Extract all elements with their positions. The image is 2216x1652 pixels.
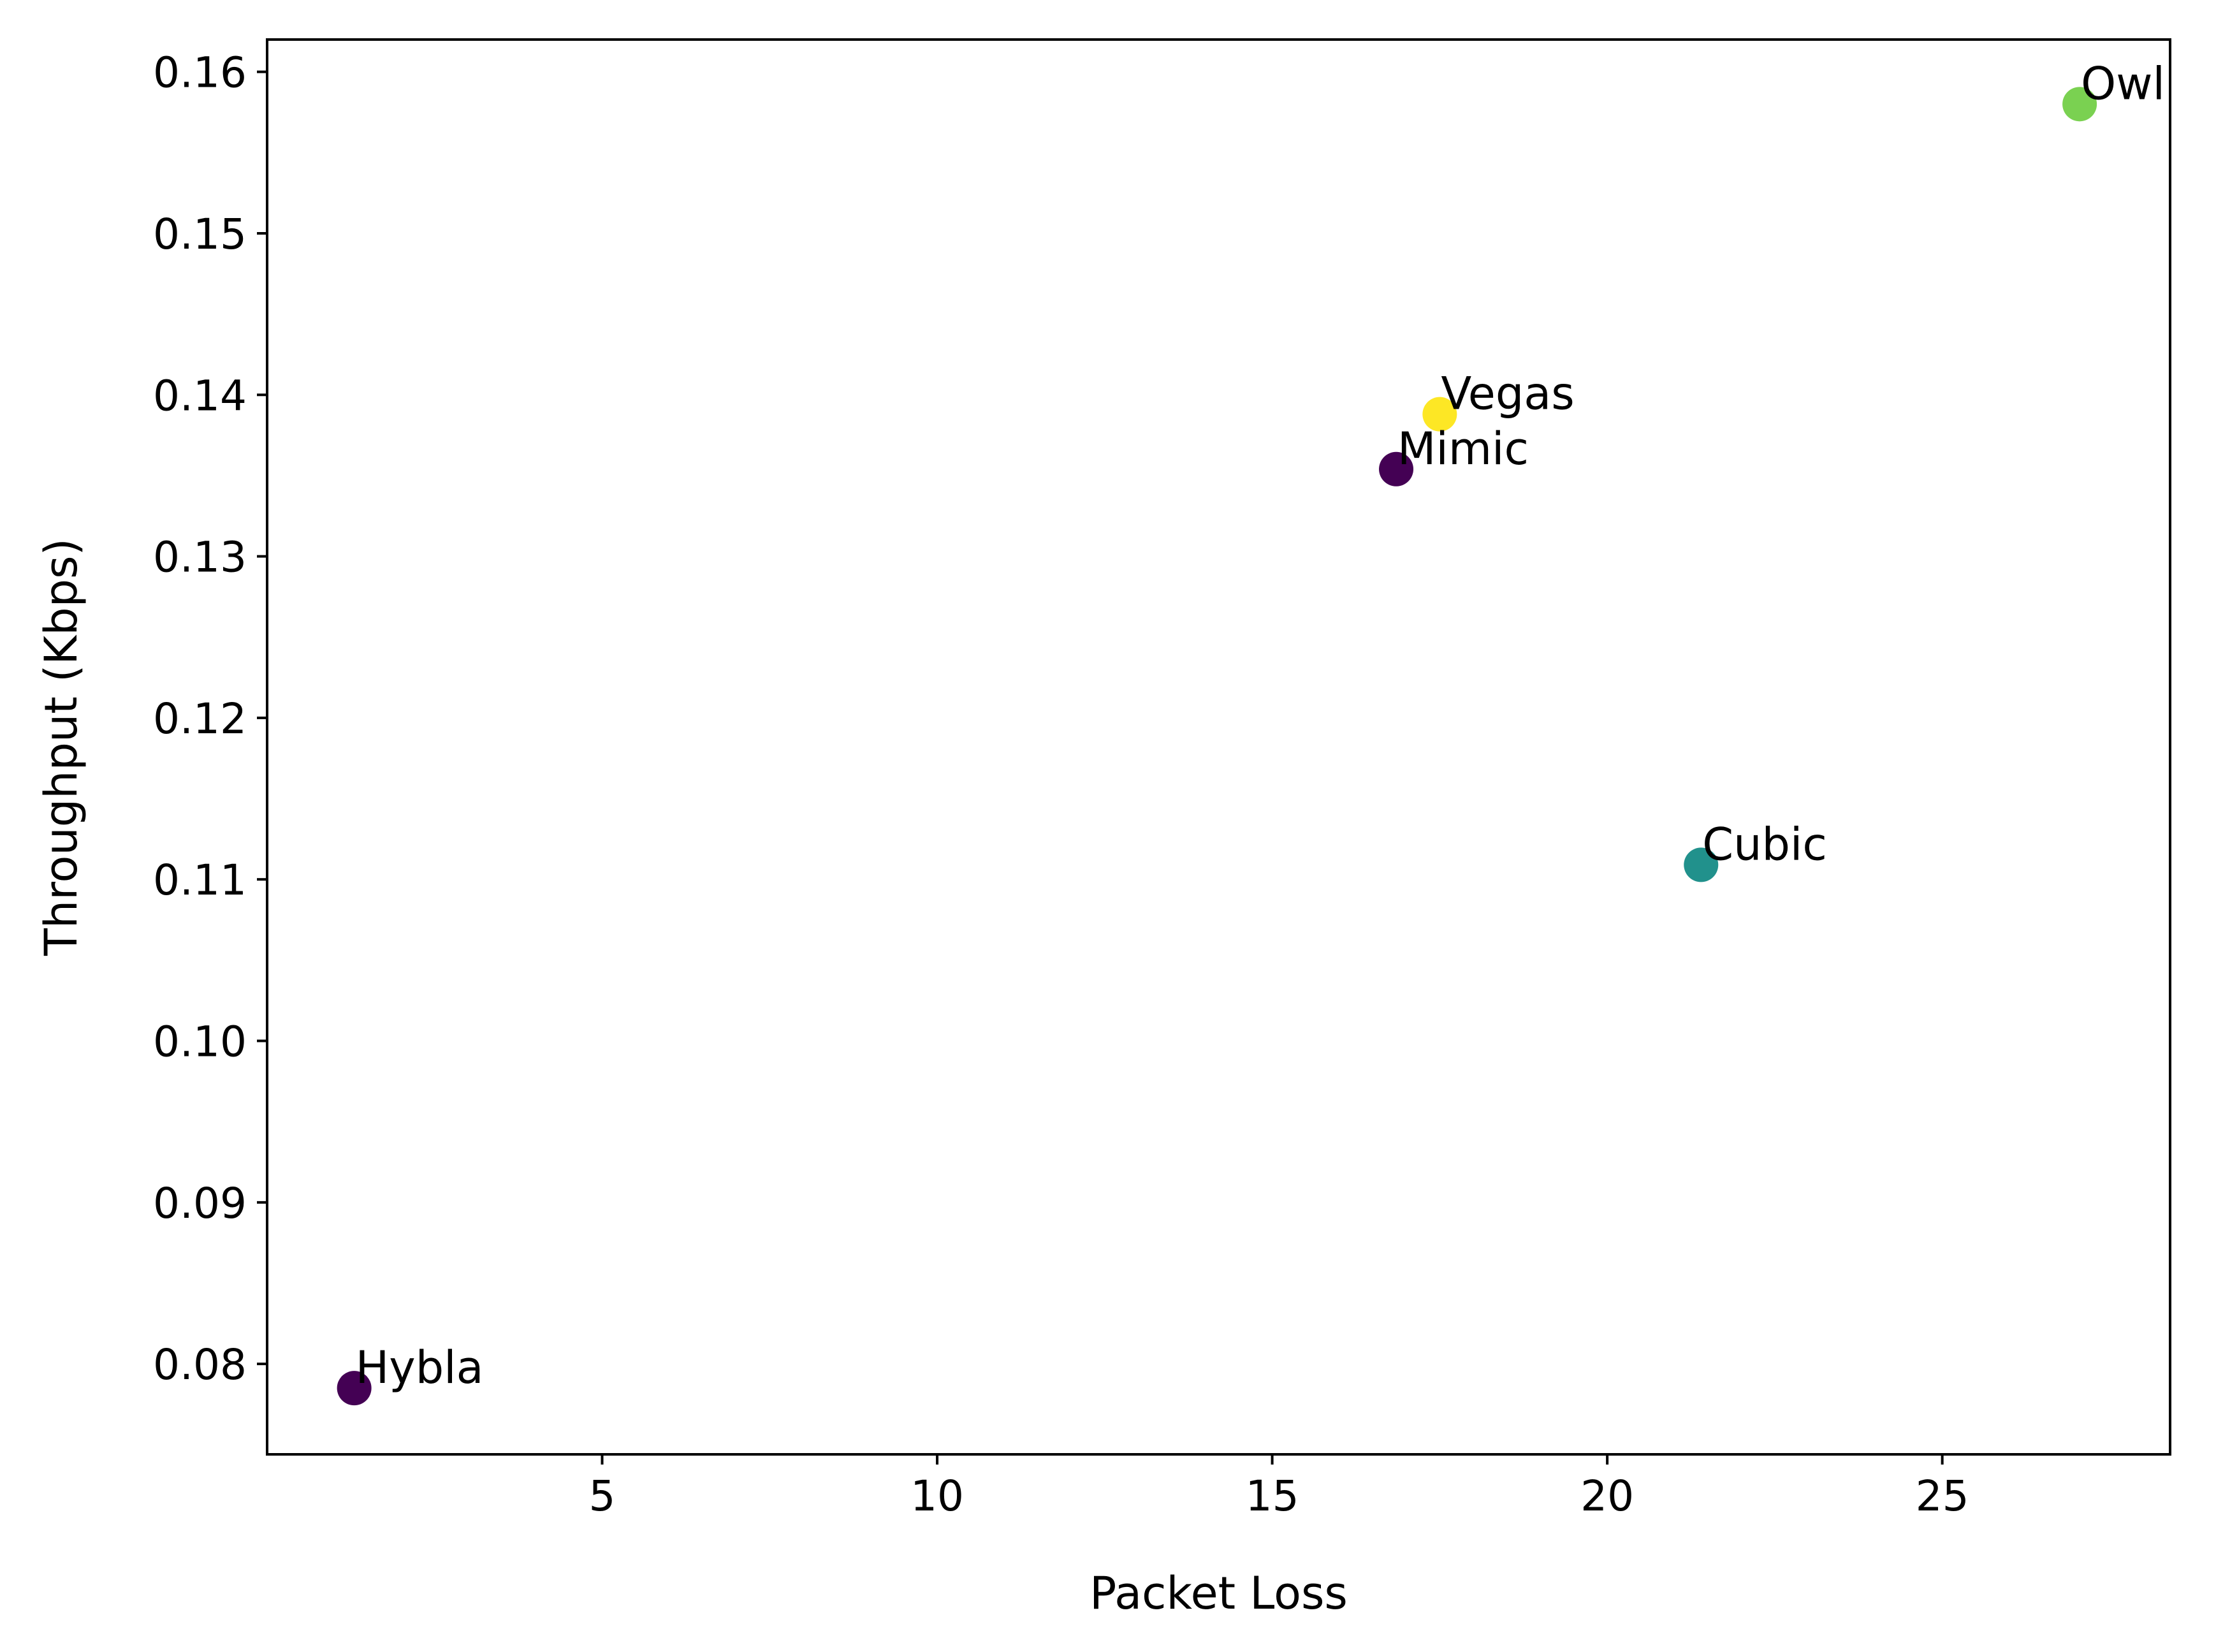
x-tick-label: 10 [910,1472,964,1521]
y-tick-label: 0.15 [153,210,247,259]
y-axis-ticks: 0.08 0.09 0.10 0.11 0.12 0.13 0.14 0.15 0.16 [153,48,267,1389]
y-tick-label: 0.12 [153,694,247,743]
x-tick-label: 25 [1916,1472,1969,1521]
x-axis-ticks: 5 10 15 20 25 [589,1454,1969,1521]
y-tick-label: 0.13 [153,533,247,582]
y-axis-label: Throughput (Kbps) [35,538,87,956]
y-tick-label: 0.09 [153,1179,247,1228]
x-tick-label: 5 [589,1472,616,1521]
data-point-owl [2062,87,2097,122]
data-point-label: Mimic [1397,423,1529,475]
data-point-label: Owl [2081,57,2165,110]
x-tick-label: 15 [1246,1472,1299,1521]
y-tick-label: 0.11 [153,856,247,905]
x-tick-label: 20 [1580,1472,1634,1521]
data-point-mimic [1379,451,1414,486]
data-point-vegas [1422,397,1457,432]
x-axis-label: Packet Loss [1090,1567,1348,1619]
y-tick-label: 0.14 [153,371,247,420]
data-point-label: Vegas [1441,368,1574,420]
data-point-hybla [337,1371,372,1406]
data-point-label: Hybla [356,1341,484,1394]
y-tick-label: 0.10 [153,1018,247,1067]
data-point-label: Cubic [1702,818,1827,870]
y-tick-label: 0.08 [153,1340,247,1389]
y-tick-label: 0.16 [153,48,247,98]
data-point-cubic [1684,847,1719,882]
plot-area-frame [266,38,2171,1456]
